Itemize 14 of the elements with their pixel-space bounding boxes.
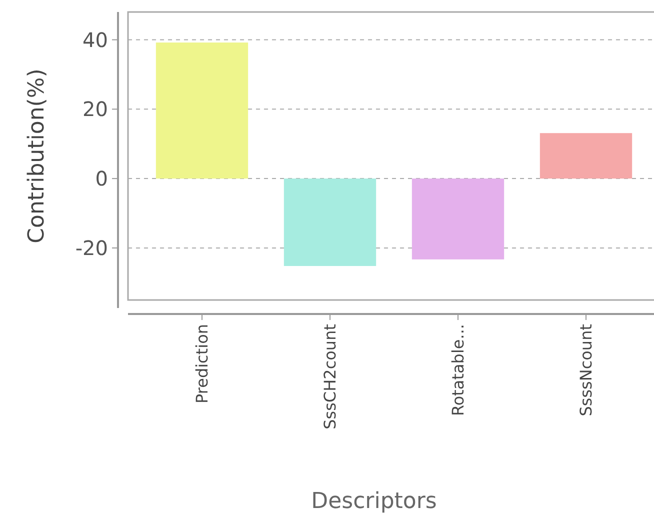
- x-tick-label: SsssNcount: [576, 324, 596, 416]
- bar: [412, 178, 504, 260]
- bar: [284, 178, 376, 266]
- x-tick-label: SssCH2count: [320, 324, 340, 430]
- y-tick-label: 40: [82, 28, 108, 52]
- bar: [156, 42, 248, 179]
- y-axis-title: Contribution(%): [24, 68, 50, 244]
- x-axis-title: Descriptors: [311, 489, 437, 514]
- y-tick-label: 20: [82, 97, 108, 122]
- x-tick-label: Rotatable...: [448, 324, 468, 416]
- bar: [540, 133, 632, 179]
- y-tick-label: -20: [75, 236, 108, 260]
- y-tick-label: 0: [95, 166, 108, 191]
- x-tick-label: Prediction: [192, 324, 212, 404]
